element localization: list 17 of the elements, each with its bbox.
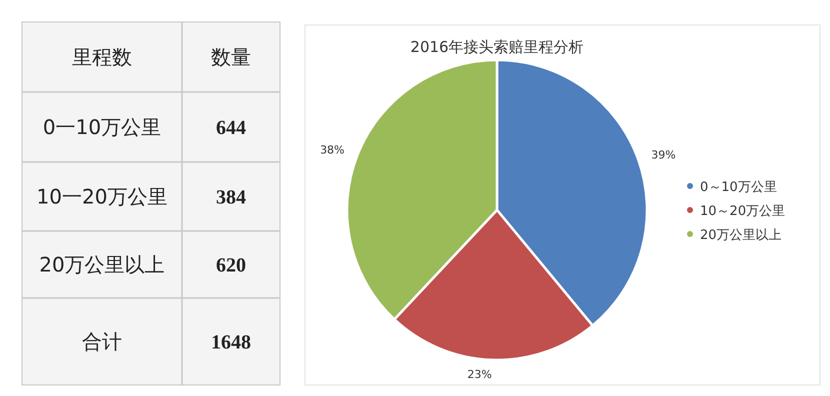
category-label: 10一20万公里 bbox=[36, 184, 168, 208]
text: 1648 bbox=[211, 332, 251, 354]
legend-label: 0～10万公里 bbox=[700, 180, 777, 195]
category-label: 0一10万公里 bbox=[42, 115, 162, 139]
text: 合计 bbox=[82, 330, 122, 354]
data-label: 39% bbox=[651, 148, 676, 162]
category-label: 20万公里以上 bbox=[39, 252, 165, 276]
legend-label: 10～20万公里 bbox=[700, 204, 786, 219]
data-label: 620 bbox=[216, 254, 246, 276]
data-label: 23% bbox=[467, 368, 492, 381]
text: 里程数 bbox=[72, 45, 132, 69]
legend-label: 20万公里以上 bbox=[700, 228, 782, 243]
text: 数量 bbox=[211, 45, 251, 69]
data-label: 38% bbox=[320, 144, 345, 157]
data-label: 644 bbox=[216, 117, 246, 139]
data-label: 384 bbox=[216, 186, 246, 208]
chart-title: 2016年接头索赔里程分析 bbox=[410, 38, 584, 56]
